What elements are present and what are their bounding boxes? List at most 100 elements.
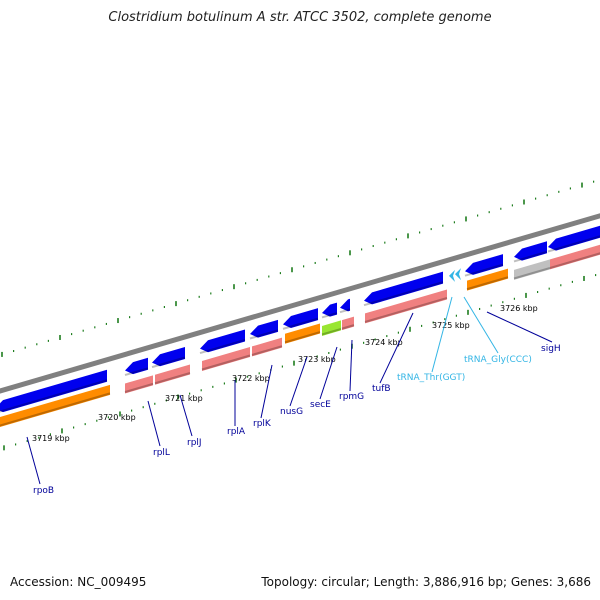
cds-block-2: [124, 357, 149, 376]
cds-block-10-edge: [464, 263, 504, 277]
cds-block-8-edge: [339, 308, 351, 314]
tick-label-6: 3724 kbp: [365, 338, 403, 347]
leader-line-6: [289, 356, 308, 407]
backbone-line: [0, 213, 600, 394]
cds-block-7-fill: [322, 302, 337, 317]
cds-block-7-edge: [321, 312, 338, 319]
orange-block-1-fill: [0, 384, 110, 427]
cds-block-9-edge: [363, 281, 444, 307]
cds-block-10-fill: [465, 254, 503, 275]
orange-block-3: [466, 268, 509, 291]
secE-block-edge: [321, 327, 342, 336]
leader-line-10: [431, 296, 453, 373]
cds-block-11: [513, 241, 548, 263]
gene-label-rpll: rplL: [153, 448, 170, 458]
orange-block-1-edge: [0, 392, 111, 427]
cds-block-9: [363, 271, 444, 307]
gene-block-5-fill: [342, 316, 354, 331]
gene-block-2-fill: [155, 364, 190, 385]
leader-line-3: [179, 394, 193, 437]
gene-block-2-edge: [154, 372, 191, 385]
cds-block-5-edge: [249, 329, 279, 340]
trna-chevron-2: [455, 268, 461, 281]
leader-line-2: [147, 400, 161, 447]
gene-block-3-edge: [201, 354, 251, 371]
gene-block-6: [364, 289, 448, 324]
gene-block-7-edge: [549, 252, 600, 269]
cds-block-3: [151, 346, 186, 369]
tick-label-2: 3720 kbp: [98, 413, 136, 422]
tick-marks: [1, 180, 597, 451]
leader-line-7: [319, 346, 338, 400]
orange-block-2: [284, 323, 321, 344]
cds-block-2-edge: [124, 367, 149, 376]
gene-label-trna-gly-ccc-: tRNA_Gly(CCC): [464, 355, 532, 365]
gene-block-6-fill: [365, 289, 447, 324]
leader-line-9: [379, 312, 414, 384]
tick-label-3: 3721 kbp: [165, 394, 203, 403]
orange-block-3-edge: [466, 276, 509, 291]
cds-block-11-fill: [514, 241, 547, 261]
gene-label-rpmg: rpmG: [339, 392, 364, 402]
cds-block-1: [0, 369, 108, 413]
cds-block-2-fill: [125, 357, 148, 375]
feature-labels: 3719 kbp 3720 kbp 3721 kbp 3722 kbp 3723 kbp…: [26, 296, 561, 496]
cds-block-1-fill: [0, 369, 107, 413]
gene-block-3: [201, 347, 251, 372]
cds-block-8-fill: [340, 298, 350, 312]
gene-block-7-fill: [550, 244, 600, 270]
secE-block: [321, 320, 342, 336]
tick-label-8: 3726 kbp: [500, 304, 538, 313]
pseudo-block: [513, 259, 551, 280]
leader-line-8: [349, 339, 353, 392]
accession-text: Accession: NC_009495: [10, 575, 147, 589]
cds-block-8: [339, 298, 351, 314]
gene-block-6-edge: [364, 297, 448, 323]
gene-label-tufb: tufB: [372, 384, 391, 394]
cds-block-12: [547, 225, 600, 253]
gene-block-7: [549, 244, 600, 270]
cds-block-11-edge: [513, 250, 548, 263]
cds-block-4-edge: [199, 339, 246, 355]
cds-block-5-fill: [250, 319, 278, 338]
cds-block-7: [321, 302, 338, 319]
cds-block-3-edge: [151, 356, 186, 369]
map-title: Clostridium botulinum A str. ATCC 3502, …: [108, 10, 492, 25]
gene-block-4-fill: [252, 337, 282, 357]
feature-tracks: [0, 213, 600, 427]
trna-chevron-1: [449, 269, 455, 282]
gene-label-sece: secE: [310, 400, 331, 410]
gene-label-rplj: rplJ: [187, 438, 202, 448]
cds-block-10: [464, 254, 504, 277]
orange-block-3-fill: [467, 268, 508, 291]
orange-block-2-fill: [285, 323, 320, 344]
gene-label-rpla: rplA: [227, 427, 246, 437]
leader-line-5: [260, 364, 273, 419]
cds-block-6-edge: [282, 317, 319, 330]
cds-block-6: [282, 308, 319, 330]
gene-label-sigh: sigH: [541, 344, 561, 354]
orange-block-2-edge: [284, 331, 321, 344]
gene-label-rplk: rplK: [253, 419, 272, 429]
gene-block-1-edge: [124, 382, 154, 393]
cds-block-1-edge: [0, 379, 108, 413]
cds-block-3-fill: [152, 346, 185, 367]
tick-label-7: 3725 kbp: [432, 321, 470, 330]
leader-line-11: [463, 296, 499, 354]
gene-label-nusg: nusG: [280, 407, 303, 417]
gene-block-4: [251, 337, 283, 357]
gene-block-1: [124, 375, 154, 394]
leader-line-12: [486, 311, 553, 343]
gene-block-3-fill: [202, 347, 250, 372]
tick-label-4: 3722 kbp: [232, 374, 270, 383]
cds-block-5: [249, 319, 279, 340]
cds-block-12-fill: [548, 225, 600, 251]
gene-block-5: [341, 316, 355, 331]
secE-block-fill: [322, 320, 341, 336]
pseudo-block-fill: [514, 259, 550, 280]
pseudo-block-edge: [513, 266, 551, 280]
tick-label-1: 3719 kbp: [32, 434, 70, 443]
cds-block-6-fill: [283, 308, 318, 329]
cds-block-4-fill: [200, 329, 245, 353]
